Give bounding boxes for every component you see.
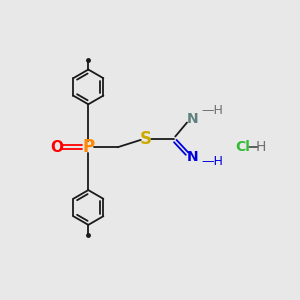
Text: N: N xyxy=(186,150,198,164)
Text: H: H xyxy=(256,140,266,154)
Text: —H: —H xyxy=(202,155,224,168)
Text: S: S xyxy=(140,130,152,148)
Text: P: P xyxy=(82,138,94,156)
Text: N: N xyxy=(186,112,198,126)
Text: O: O xyxy=(50,140,63,155)
Text: Cl: Cl xyxy=(235,140,250,154)
Text: —H: —H xyxy=(202,104,224,117)
